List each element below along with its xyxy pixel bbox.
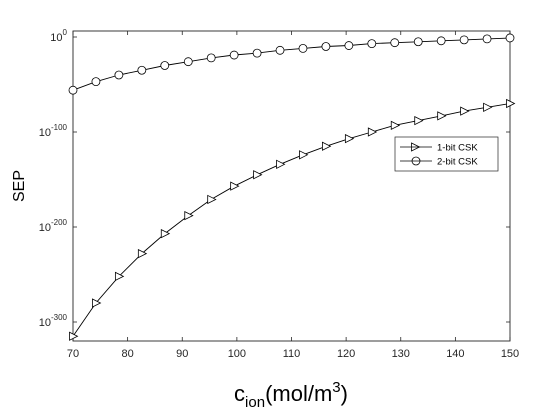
legend-label-1: 1-bit CSK <box>437 143 478 154</box>
data-point-triangle <box>160 229 171 239</box>
data-point-triangle <box>344 134 355 144</box>
data-point-triangle <box>506 98 516 109</box>
x-axis-title: cion(mol/m3) <box>234 379 348 411</box>
data-point-circle <box>275 45 285 55</box>
data-point-triangle <box>299 150 309 160</box>
y-tick-label-base: 10 <box>39 317 51 329</box>
data-point-circle <box>252 48 262 58</box>
data-point-triangle <box>230 181 240 191</box>
x-tick-label: 140 <box>446 348 464 360</box>
y-tick-label-exponent: -300 <box>51 313 68 322</box>
x-tick-label: 150 <box>501 348 519 360</box>
x-tick-label: 130 <box>392 348 410 360</box>
x-axis-title-close: ) <box>341 381 348 406</box>
data-point-triangle <box>184 210 194 221</box>
y-tick-label-base: 10 <box>39 127 51 139</box>
data-point-circle <box>482 34 492 44</box>
data-point-circle <box>160 61 170 70</box>
data-point-triangle <box>69 331 79 341</box>
x-tick-label: 110 <box>283 348 301 360</box>
data-point-circle <box>344 41 354 50</box>
data-point-triangle <box>460 106 470 116</box>
data-point-triangle <box>414 115 424 126</box>
legend-box <box>394 136 499 172</box>
x-axis-ticks: 70 80 90 100 110 120 130 140 150 <box>67 31 519 360</box>
x-tick-label: 100 <box>228 348 246 360</box>
data-point-circle <box>137 65 147 75</box>
y-tick-label-exponent: -200 <box>51 218 68 227</box>
data-point-triangle <box>322 141 332 151</box>
x-axis-title-subscript: ion <box>245 394 265 411</box>
x-tick-label: 120 <box>337 348 355 360</box>
legend-marker-1 <box>411 142 421 152</box>
y-tick-label: 10-100 <box>39 123 68 139</box>
data-point-triangle <box>437 111 447 121</box>
data-point-triangle <box>276 159 286 169</box>
data-point-triangle <box>253 170 263 180</box>
y-tick-label-base: 10 <box>50 32 62 44</box>
legend-marker-2 <box>411 156 421 166</box>
data-point-triangle <box>483 102 493 112</box>
data-point-circle <box>298 44 308 53</box>
data-point-triangle <box>92 298 102 308</box>
y-tick-label: 10-200 <box>39 218 68 234</box>
data-point-circle <box>367 39 377 49</box>
data-point-circle <box>390 38 400 48</box>
data-point-circle <box>413 37 423 47</box>
data-point-circle <box>91 77 101 87</box>
data-point-triangle <box>390 120 401 130</box>
y-tick-label: 10-300 <box>39 313 68 329</box>
x-axis-title-main: c <box>234 381 245 406</box>
y-tick-label-base: 10 <box>39 222 51 234</box>
y-axis-title: SEP <box>11 170 28 202</box>
data-point-circle <box>68 85 78 95</box>
data-point-circle <box>436 36 446 46</box>
data-point-circle <box>183 57 193 67</box>
legend: 1-bit CSK 2-bit CSK <box>394 136 499 172</box>
y-tick-label-exponent: -100 <box>51 123 68 132</box>
y-tick-label: 100 <box>50 28 67 44</box>
data-point-triangle <box>114 271 125 282</box>
y-tick-label-exponent: 0 <box>63 28 68 37</box>
series-layer <box>68 33 516 341</box>
data-point-triangle <box>207 194 217 205</box>
data-point-circle <box>206 53 216 63</box>
x-tick-label: 80 <box>122 348 134 360</box>
data-point-circle <box>505 33 515 43</box>
x-tick-label: 70 <box>67 348 79 360</box>
plot-area <box>72 30 511 342</box>
data-point-circle <box>229 50 239 60</box>
x-axis-title-units: (mol/m <box>265 381 332 406</box>
data-point-circle <box>459 35 469 45</box>
legend-label-2: 2-bit CSK <box>437 157 478 168</box>
data-point-circle <box>114 70 124 80</box>
data-point-triangle <box>367 127 378 137</box>
data-point-triangle <box>137 248 148 259</box>
data-point-circle <box>321 42 331 51</box>
x-tick-label: 90 <box>176 348 188 360</box>
x-axis-title-superscript: 3 <box>332 379 340 396</box>
